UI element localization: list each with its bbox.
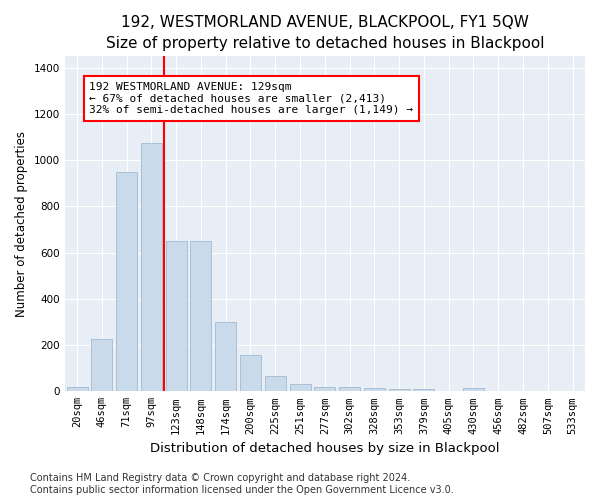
Y-axis label: Number of detached properties: Number of detached properties bbox=[15, 131, 28, 317]
Text: Contains HM Land Registry data © Crown copyright and database right 2024.
Contai: Contains HM Land Registry data © Crown c… bbox=[30, 474, 454, 495]
Bar bbox=[240, 356, 261, 392]
Bar bbox=[364, 388, 385, 392]
Bar bbox=[116, 172, 137, 392]
Bar bbox=[166, 241, 187, 392]
Bar bbox=[141, 143, 162, 392]
Bar bbox=[190, 241, 211, 392]
Title: 192, WESTMORLAND AVENUE, BLACKPOOL, FY1 5QW
Size of property relative to detache: 192, WESTMORLAND AVENUE, BLACKPOOL, FY1 … bbox=[106, 15, 544, 51]
Bar bbox=[463, 388, 484, 392]
Bar bbox=[67, 386, 88, 392]
Bar bbox=[265, 376, 286, 392]
Bar bbox=[339, 386, 360, 392]
Bar bbox=[290, 384, 311, 392]
Bar bbox=[389, 389, 410, 392]
Bar bbox=[91, 340, 112, 392]
X-axis label: Distribution of detached houses by size in Blackpool: Distribution of detached houses by size … bbox=[150, 442, 500, 455]
Text: 192 WESTMORLAND AVENUE: 129sqm
← 67% of detached houses are smaller (2,413)
32% : 192 WESTMORLAND AVENUE: 129sqm ← 67% of … bbox=[89, 82, 413, 115]
Bar bbox=[314, 386, 335, 392]
Bar bbox=[215, 322, 236, 392]
Bar bbox=[413, 389, 434, 392]
